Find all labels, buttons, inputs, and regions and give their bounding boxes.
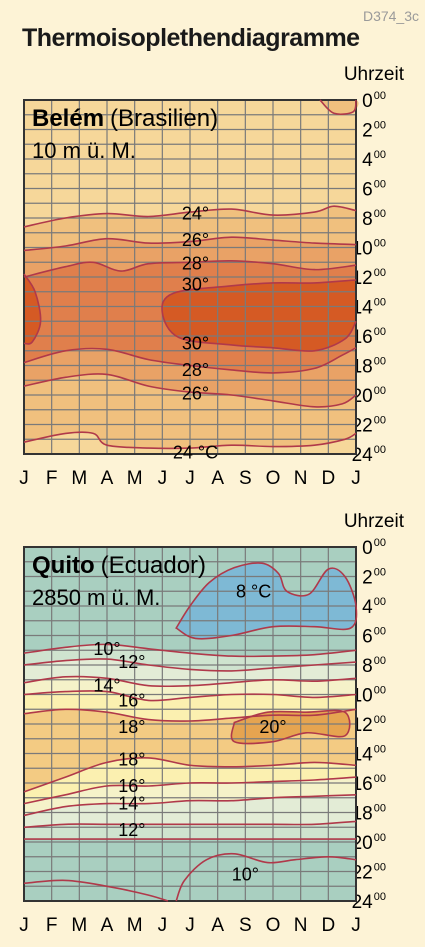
- isotherm-line: [175, 852, 357, 902]
- y-tick-label: 600: [362, 626, 386, 648]
- zone-30-right: [162, 280, 356, 352]
- isotherm-line: [23, 776, 357, 805]
- figure-code: D374_3c: [362, 8, 419, 24]
- x-tick-label: A: [211, 915, 224, 936]
- isotherm-line: [23, 347, 357, 374]
- x-tick-label: D: [321, 915, 335, 936]
- isotherm-label: 24 °C: [173, 443, 218, 463]
- isotherm-line: [23, 757, 357, 793]
- place-altitude: 10 m ü. M.: [32, 138, 136, 163]
- y-tick-label: 200: [362, 120, 386, 142]
- isotherm-line: [23, 879, 169, 902]
- figure-title: Thermoisoplethendiagramme: [22, 24, 360, 52]
- isotherm-label: 30°: [182, 333, 209, 353]
- x-tick-label: N: [294, 915, 308, 936]
- grid: [23, 546, 357, 902]
- isotherm-line: [23, 643, 357, 658]
- x-tick-label: J: [185, 915, 195, 936]
- isotherm-line: [23, 259, 357, 278]
- place-title: Quito (Ecuador): [32, 552, 206, 579]
- x-tick-label: J: [351, 468, 361, 489]
- zone-20: [231, 710, 350, 744]
- isotherm-line: [23, 708, 357, 722]
- isotherm-label: 14°: [93, 676, 120, 696]
- y-tick-label: 800: [362, 208, 386, 230]
- x-tick-label: J: [351, 915, 361, 936]
- isotherm-label: 8 °C: [236, 581, 271, 601]
- isotherm-20: [230, 709, 351, 745]
- isotherm-label: 26°: [182, 384, 209, 404]
- x-tick-label: M: [127, 468, 143, 489]
- isotherm-line: [23, 690, 357, 702]
- place-title: Belém (Brasilien): [32, 105, 218, 132]
- x-tick-label: N: [294, 468, 308, 489]
- isotherm-label: 18°: [118, 717, 145, 737]
- x-tick-label: J: [19, 468, 29, 489]
- isotherm-line: [23, 431, 357, 450]
- isotherm-line: [319, 99, 357, 116]
- x-tick-label: A: [101, 468, 114, 489]
- place-name: Belém: [32, 105, 104, 132]
- y-tick-label: 200: [362, 567, 386, 589]
- x-tick-label: A: [101, 915, 114, 936]
- isotherm-line: [23, 820, 357, 829]
- isotherm-label: 10°: [93, 639, 120, 659]
- place-country: (Brasilien): [110, 105, 218, 132]
- isotherm-label: 18°: [118, 749, 145, 769]
- place-name: Quito: [32, 552, 95, 579]
- x-tick-label: J: [185, 468, 195, 489]
- x-tick-label: J: [158, 915, 168, 936]
- y-tick-label: 400: [362, 149, 386, 171]
- isotherm-label: 30°: [182, 274, 209, 294]
- isotherm-label: 28°: [182, 254, 209, 274]
- y-tick-label: 400: [362, 596, 386, 618]
- y-tick-label: 000: [362, 90, 386, 112]
- isotherm-line: [23, 794, 357, 817]
- zone-8: [176, 562, 357, 639]
- isotherm-label: 28°: [182, 360, 209, 380]
- x-tick-label: D: [321, 468, 335, 489]
- isotherm-label: 12°: [118, 652, 145, 672]
- isotherm-line: [23, 658, 357, 672]
- x-tick-label: M: [127, 915, 143, 936]
- y-tick-label: 000: [362, 537, 386, 559]
- chart-belem: Uhrzeit000200400600800100012001400160018…: [19, 64, 405, 489]
- isotherm-line: [161, 279, 357, 352]
- isotherm-line: [23, 373, 357, 408]
- y-tick-label: 800: [362, 655, 386, 677]
- isotherm-label: 12°: [118, 820, 145, 840]
- y-axis-label: Uhrzeit: [344, 511, 405, 532]
- isotherm-label: 10°: [232, 864, 259, 884]
- x-tick-label: F: [46, 915, 58, 936]
- x-tick-label: J: [158, 468, 168, 489]
- x-tick-label: A: [211, 468, 224, 489]
- place-country: (Ecuador): [101, 552, 206, 579]
- isotherm-line: [23, 236, 357, 252]
- x-tick-label: O: [266, 915, 281, 936]
- x-tick-label: M: [71, 915, 87, 936]
- grid: [23, 99, 357, 455]
- place-altitude: 2850 m ü. M.: [32, 585, 160, 610]
- x-tick-label: J: [19, 915, 29, 936]
- isotherm-label: 24°: [182, 204, 209, 224]
- isotherm-label: 26°: [182, 230, 209, 250]
- isotherm-8: [175, 562, 358, 640]
- isotherm-label: 20°: [259, 717, 286, 737]
- isotherm-label: 16°: [118, 690, 145, 710]
- x-tick-label: O: [266, 468, 281, 489]
- isotherm-line: [23, 273, 42, 345]
- isotherm-line: [23, 205, 357, 228]
- x-tick-label: S: [239, 468, 252, 489]
- isotherm-label: 14°: [118, 794, 145, 814]
- x-tick-label: F: [46, 468, 58, 489]
- y-axis-label: Uhrzeit: [344, 64, 405, 85]
- y-tick-label: 600: [362, 179, 386, 201]
- x-tick-label: S: [239, 915, 252, 936]
- x-tick-label: M: [71, 468, 87, 489]
- chart-quito: Uhrzeit000200400600800100012001400160018…: [19, 511, 405, 936]
- isotherm-label: 16°: [118, 776, 145, 796]
- isotherm-line: [23, 675, 357, 688]
